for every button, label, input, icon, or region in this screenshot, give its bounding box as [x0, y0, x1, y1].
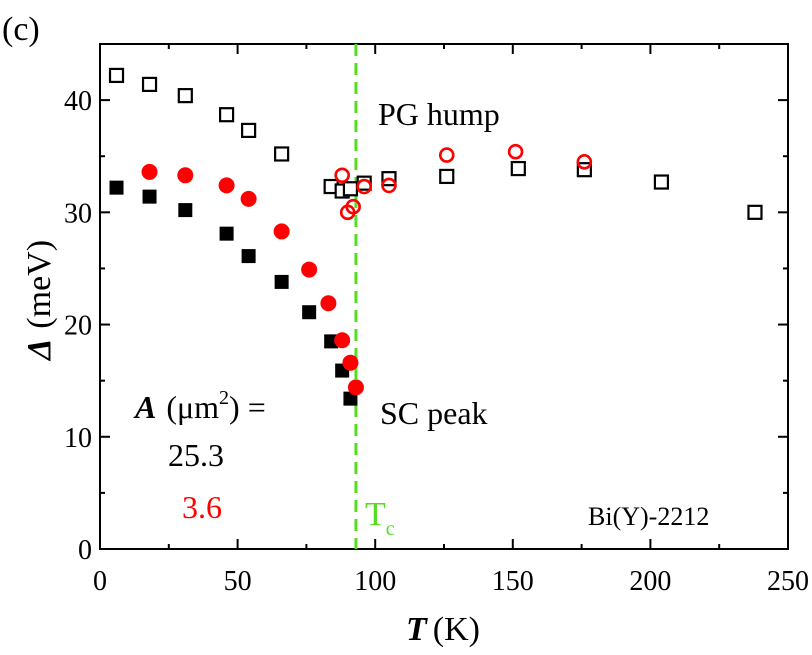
- point-s3-0: [141, 163, 158, 180]
- point-s1-0: [109, 180, 124, 195]
- panel-label: (c): [2, 11, 40, 48]
- point-s3-6: [320, 295, 337, 312]
- area-unit: (μm: [166, 389, 219, 425]
- x-tick-label-200: 200: [629, 566, 671, 597]
- x-tick-label-50: 50: [224, 566, 252, 597]
- point-s2-4: [381, 177, 397, 194]
- point-s0-14: [653, 174, 670, 190]
- sc-peak-label: SC peak: [380, 395, 488, 431]
- point-s0-5: [274, 146, 290, 162]
- point-s0-1: [141, 76, 158, 93]
- point-s0-0: [108, 67, 125, 84]
- point-s3-4: [273, 223, 290, 240]
- legend-entry-3-6: 3.6: [182, 489, 222, 525]
- point-s0-12: [510, 160, 526, 177]
- point-s2-2: [345, 198, 361, 215]
- point-s2-3: [356, 178, 372, 195]
- point-s3-8: [342, 354, 359, 371]
- x-tick-label-0: 0: [93, 566, 107, 597]
- y-axis-unit: (meV): [21, 240, 58, 329]
- material-label: Bi(Y)-2212: [588, 502, 709, 531]
- point-s0-4: [241, 122, 257, 139]
- point-s1-3: [219, 226, 234, 241]
- x-axis-unit: (K): [433, 611, 480, 648]
- area-exp: 2: [219, 387, 229, 409]
- y-tick-label-20: 20: [64, 311, 92, 342]
- legend-entry-25-3: 25.3: [168, 437, 224, 473]
- y-axis-label: Δ (meV): [21, 240, 58, 362]
- point-s3-1: [177, 167, 194, 184]
- y-tick-label-30: 30: [64, 198, 92, 229]
- point-s1-5: [274, 274, 289, 289]
- pg-hump-label: PG hump: [378, 96, 500, 132]
- x-tick-label-250: 250: [767, 566, 809, 597]
- point-s0-2: [177, 88, 193, 104]
- y-axis-symbol: Δ: [21, 339, 58, 362]
- y-axis-ticks: 0 10 20 30 40: [64, 86, 788, 566]
- x-axis-label: T (K): [406, 611, 480, 648]
- point-s3-7: [334, 332, 351, 349]
- x-axis-symbol: T: [406, 611, 428, 648]
- data-points: [108, 67, 763, 406]
- area-symbol: A: [133, 389, 156, 425]
- y-tick-label-40: 40: [64, 86, 92, 117]
- tc-label-sub: c: [386, 518, 395, 540]
- y-tick-label-0: 0: [78, 535, 92, 566]
- point-s0-8: [342, 181, 359, 197]
- point-s1-1: [142, 189, 157, 204]
- point-s3-9: [347, 379, 364, 396]
- point-s1-6: [302, 305, 317, 320]
- point-s2-6: [507, 143, 524, 160]
- point-s1-2: [178, 203, 193, 218]
- point-s0-15: [747, 204, 763, 220]
- point-s2-5: [438, 147, 455, 163]
- point-s1-4: [241, 249, 256, 264]
- tc-label: Tc: [365, 496, 395, 540]
- point-s3-3: [240, 190, 257, 207]
- x-tick-label-150: 150: [492, 566, 534, 597]
- area-legend-title: A (μm2) =: [133, 387, 266, 425]
- point-s3-5: [301, 261, 318, 278]
- point-s0-3: [218, 107, 235, 123]
- point-s2-0: [334, 167, 350, 184]
- point-s2-7: [576, 154, 593, 170]
- point-s3-2: [218, 177, 235, 194]
- x-tick-label-100: 100: [354, 566, 396, 597]
- point-s0-11: [439, 168, 455, 185]
- y-tick-label-10: 10: [64, 423, 92, 454]
- tc-label-main: T: [365, 496, 386, 533]
- x-axis-ticks: 0 50 100 150 200 250: [93, 44, 809, 597]
- area-tail: ) =: [229, 389, 266, 425]
